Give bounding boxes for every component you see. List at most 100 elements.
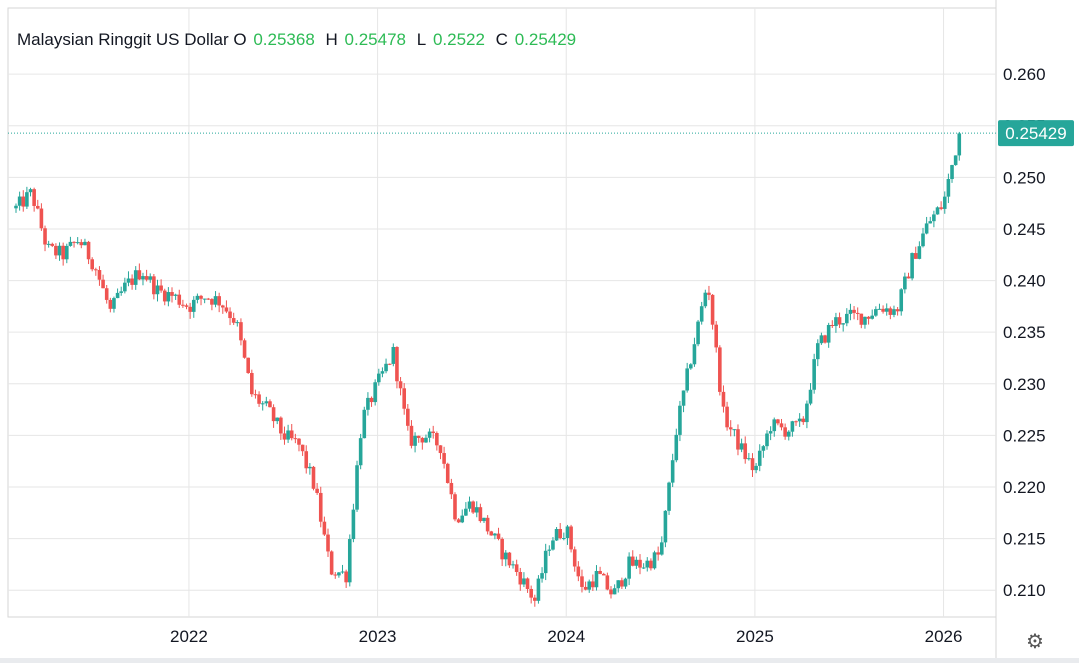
candle	[57, 242, 62, 261]
candle	[765, 430, 769, 450]
candle-body	[373, 382, 377, 403]
candle	[913, 246, 918, 259]
candle-body	[598, 570, 602, 574]
candle	[79, 239, 84, 249]
candle-body	[97, 270, 102, 280]
candle-body	[583, 586, 588, 590]
candle	[805, 400, 809, 429]
candle-body	[94, 269, 98, 271]
candle-body	[213, 296, 218, 305]
candle-body	[942, 196, 947, 209]
candle	[50, 242, 55, 248]
candle-body	[899, 289, 904, 312]
candle-body	[177, 294, 182, 305]
candle-body	[90, 259, 94, 270]
candle	[478, 503, 483, 523]
candle-body	[507, 552, 512, 566]
candle	[906, 272, 911, 279]
candle	[656, 546, 660, 561]
candle-body	[35, 205, 40, 209]
y-tick-label: 0.260	[1003, 65, 1046, 84]
candle	[366, 392, 370, 416]
candle-body	[685, 368, 689, 391]
candle	[123, 277, 127, 294]
candle-body	[17, 196, 22, 206]
candle	[311, 465, 316, 491]
candle-body	[884, 308, 889, 312]
candle-body	[663, 510, 668, 543]
candle-body	[630, 556, 635, 566]
candle-body	[609, 589, 613, 595]
candle	[297, 438, 301, 452]
candle	[935, 206, 940, 215]
candle-body	[699, 306, 704, 322]
candle-body	[572, 549, 577, 567]
candle	[790, 420, 795, 437]
candle	[482, 517, 486, 524]
candle	[620, 577, 624, 589]
candle	[837, 312, 842, 329]
gear-icon[interactable]: ⚙	[1026, 631, 1044, 653]
candle-body	[587, 581, 592, 590]
candle-body	[493, 533, 497, 536]
candle-body	[877, 308, 882, 310]
candle	[917, 241, 922, 260]
candle	[533, 594, 537, 607]
candle-body	[424, 437, 428, 443]
candle	[718, 345, 722, 396]
bottom-scrollbar[interactable]	[0, 658, 1079, 663]
candle	[786, 430, 791, 441]
candle	[369, 396, 374, 407]
candle-body	[834, 317, 838, 327]
candle	[257, 391, 261, 407]
candle-body	[355, 465, 359, 510]
candle	[627, 552, 631, 586]
candle	[347, 534, 352, 587]
candle	[250, 369, 254, 397]
candle	[416, 435, 421, 443]
candle	[747, 452, 751, 461]
candle-body	[928, 221, 933, 224]
candle	[815, 339, 820, 367]
candle	[133, 266, 138, 290]
candle-body	[264, 401, 269, 404]
candle-body	[380, 371, 385, 374]
candle	[703, 289, 708, 309]
candle	[540, 567, 544, 583]
candle	[681, 390, 686, 413]
last-price-tag	[998, 120, 1074, 147]
candle-body	[384, 363, 388, 372]
candle	[424, 434, 428, 443]
candle	[464, 502, 468, 516]
candle-body	[191, 299, 196, 312]
candle	[522, 572, 526, 588]
candle	[119, 286, 124, 296]
y-tick-label: 0.220	[1003, 478, 1046, 497]
candle	[101, 274, 105, 289]
candle-body	[329, 551, 334, 575]
candle-body	[253, 394, 258, 396]
candle	[710, 294, 715, 330]
candle	[924, 216, 929, 235]
x-tick-label: 2025	[736, 627, 774, 646]
candle	[612, 584, 617, 595]
candle	[61, 242, 65, 266]
candle-body	[565, 526, 570, 539]
candle-body	[500, 538, 504, 560]
candle-body	[326, 534, 330, 552]
candle-body	[32, 189, 36, 206]
candle	[224, 300, 229, 314]
candle-body	[620, 580, 624, 587]
candle	[333, 572, 338, 579]
candle-body	[612, 588, 617, 595]
candle	[554, 527, 559, 541]
candle-body	[337, 572, 341, 576]
legend-title: Malaysian Ringgit US Dollar	[17, 30, 229, 49]
candle	[601, 572, 606, 576]
candle	[605, 572, 610, 591]
candle-body	[86, 241, 91, 260]
candle	[235, 320, 240, 327]
candle-body	[344, 571, 348, 583]
candle-body	[460, 515, 465, 523]
candle	[14, 203, 18, 213]
